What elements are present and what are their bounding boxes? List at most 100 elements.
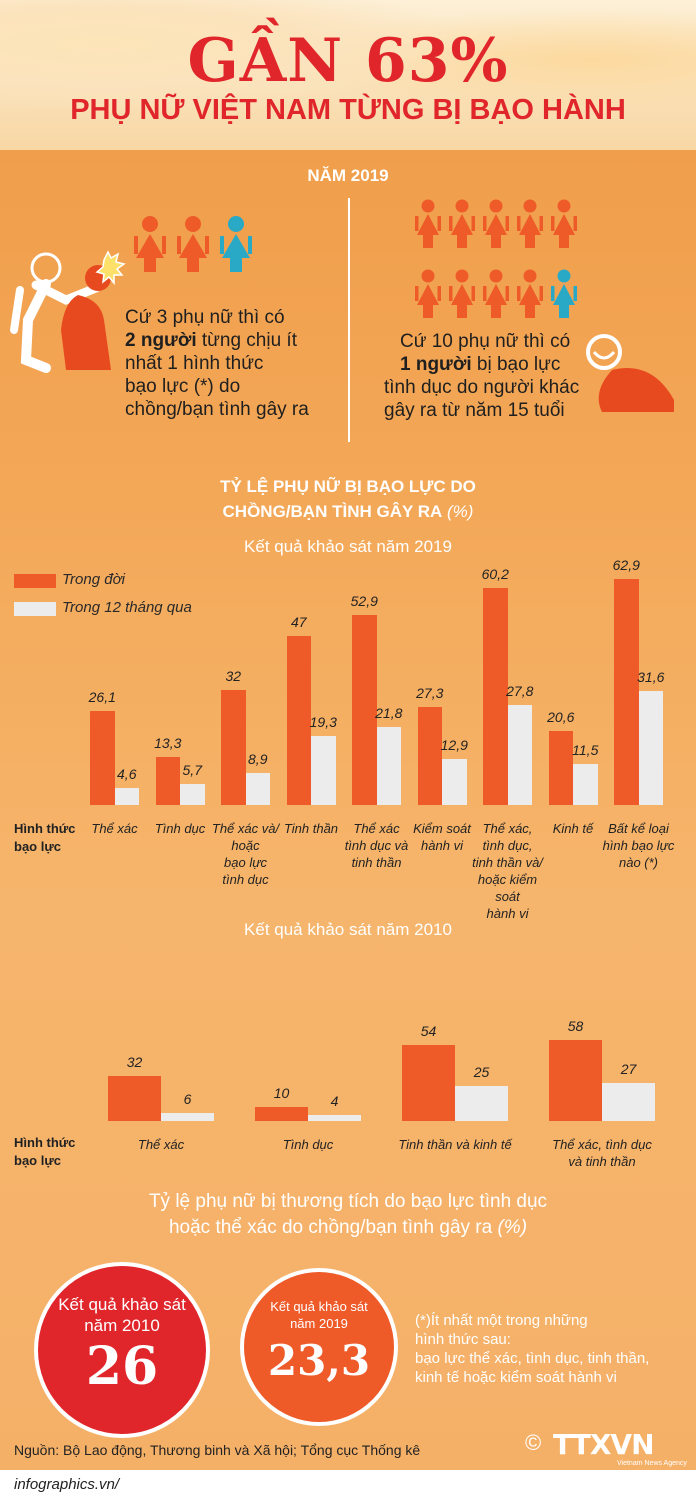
category-label-line: Thể xác: [137, 1137, 185, 1152]
data-label: 62,9: [612, 556, 640, 573]
category-label-line: hành vi: [486, 906, 529, 921]
bar-lifetime: [155, 757, 180, 805]
category-label: Tinh thần: [272, 820, 350, 837]
bar-lifetime: [614, 578, 639, 805]
data-label: 5,7: [182, 762, 202, 779]
axis-label-line1: Hình thức: [14, 821, 76, 836]
category-label-line: Tinh thần: [283, 821, 339, 836]
category-label: Tinh thần và kinh tế: [385, 1136, 525, 1153]
data-label: 52,9: [350, 592, 378, 609]
injury-title-unit: (%): [492, 1217, 528, 1238]
data-label: 20,6: [547, 708, 575, 725]
data-label: 19,3: [309, 713, 337, 730]
page-title: GẦN 63%: [187, 26, 509, 96]
bar-last12: [245, 772, 270, 805]
bar-lifetime: [417, 706, 442, 805]
category-label-line: Thể xác,: [482, 821, 533, 836]
stat-left-line1: Cứ 3 phụ nữ thì có: [125, 307, 285, 328]
data-label: 4,6: [117, 766, 137, 783]
stat-right-line2: bị bạo lực: [471, 354, 561, 375]
chart-2010-title: Kết quả khảo sát năm 2010: [244, 920, 452, 939]
crying-woman-icon: [586, 334, 674, 412]
data-label: 4: [330, 1093, 339, 1110]
bar-last12: [311, 735, 336, 805]
bar-lifetime: [90, 711, 115, 805]
circle-2019-label2: năm 2019: [290, 1316, 348, 1331]
category-label-line: và tinh thần: [568, 1154, 636, 1169]
category-label-line: Tinh thần và kinh tế: [398, 1137, 512, 1152]
category-label-line: Thể xác và/: [211, 821, 280, 836]
stat-left-line3: nhất 1 hình thức: [125, 353, 264, 374]
axis-label-2010: Hình thức bạo lực: [14, 1134, 75, 1170]
category-label: Thể xác, tình dục, tinh thần và/hoặc kiểm …: [469, 820, 547, 922]
violence-illustration-icon: [10, 250, 126, 373]
data-label: 6: [183, 1090, 192, 1107]
bar-last12: [180, 784, 205, 805]
bar-last12: [161, 1112, 214, 1121]
bar-last12: [507, 704, 532, 805]
bar-lifetime: [352, 614, 377, 805]
bar-last12: [114, 788, 139, 805]
page-subtitle: PHỤ NỮ VIỆT NAM TỪNG BỊ BẠO HÀNH: [70, 94, 626, 126]
bar-lifetime: [221, 689, 246, 805]
source-text: Nguồn: Bộ Lao động, Thương binh và Xã hộ…: [14, 1442, 421, 1458]
stat-left-line5: chồng/bạn tình gây ra: [125, 399, 309, 420]
bar-lifetime: [483, 588, 508, 805]
stat-right-line1: Cứ 10 phụ nữ thì có: [400, 331, 571, 352]
section-divider: [348, 198, 350, 442]
data-label: 27: [620, 1061, 637, 1078]
stat-left-line4: bạo lực (*) do: [125, 376, 241, 397]
circle-2019-label1: Kết quả khảo sát: [270, 1299, 368, 1314]
stat-right-highlight: 1 người: [400, 354, 472, 375]
legend-last12-label: Trong 12 tháng qua: [62, 599, 192, 616]
footnote-line3: bạo lực thể xác, tình dục, tinh thần,: [415, 1350, 650, 1367]
site-link[interactable]: infographics.vn/: [14, 1476, 120, 1493]
data-label: 31,6: [637, 669, 665, 686]
bar-lifetime: [255, 1107, 308, 1121]
category-label-line: hành vi: [421, 838, 463, 853]
stat-right-line4: gây ra từ năm 15 tuổi: [384, 400, 565, 421]
category-label-line: Thể xác: [353, 821, 400, 836]
bar-last12: [573, 763, 598, 805]
stat-left-line2: từng chịu ít: [196, 330, 297, 351]
footnote-line2: hình thức sau:: [415, 1331, 511, 1348]
category-label-line: tinh thần và/: [472, 855, 543, 870]
data-label: 21,8: [375, 704, 403, 721]
circle-2010-label1: Kết quả khảo sát: [58, 1295, 186, 1314]
category-label: Thể xác: [76, 820, 154, 837]
header-banner: [0, 0, 696, 150]
stat-left-highlight: 2 người: [125, 330, 197, 351]
circle-2010: Kết quả khảo sát năm 2010 26: [34, 1262, 210, 1438]
data-label: 32: [225, 667, 242, 684]
category-label-line: nào (*): [618, 855, 659, 870]
category-label-line: tình dục và: [344, 838, 409, 853]
section-title-line2: CHỒNG/BẠN TÌNH GÂY RA: [222, 502, 443, 521]
data-label: 27,8: [506, 682, 534, 699]
legend-last12-swatch: [14, 602, 56, 616]
data-label: 8,9: [248, 750, 268, 767]
axis-label-line2: bạo lực: [14, 839, 61, 854]
data-label: 32: [126, 1054, 143, 1071]
bar-lifetime: [286, 635, 311, 805]
chart-section-title: TỶ LỆ PHỤ NỮ BỊ BẠO LỰC DO CHỒNG/BẠN TÌN…: [0, 474, 696, 524]
data-label: 12,9: [440, 736, 468, 753]
bar-last12: [376, 726, 401, 805]
category-label-line: bạo lực: [224, 855, 267, 870]
category-label-line: hoặc kiểm soát: [477, 872, 538, 904]
category-label-line: hoặc: [231, 838, 260, 853]
data-label: 10: [273, 1085, 290, 1101]
circle-2019-value: 23,3: [267, 1336, 371, 1385]
category-label-line: Kiểm soát: [413, 821, 471, 836]
axis-label-line2: bạo lực: [14, 1153, 61, 1168]
footnote-line1: (*)Ít nhất một trong những: [415, 1312, 588, 1329]
data-label: 11,5: [572, 741, 599, 758]
bar-last12: [308, 1115, 361, 1121]
stat-right-line3: tình dục do người khác: [384, 377, 580, 398]
category-label: Thể xác, tình dục và tinh thần: [532, 1136, 672, 1170]
injury-title-line1: Tỷ lệ phụ nữ bị thương tích do bạo lực t…: [148, 1191, 548, 1212]
axis-label-2019: Hình thức bạo lực: [14, 820, 75, 856]
footer-bar: [0, 1470, 696, 1500]
bar-last12: [602, 1083, 655, 1121]
data-label: 60,2: [481, 566, 509, 583]
